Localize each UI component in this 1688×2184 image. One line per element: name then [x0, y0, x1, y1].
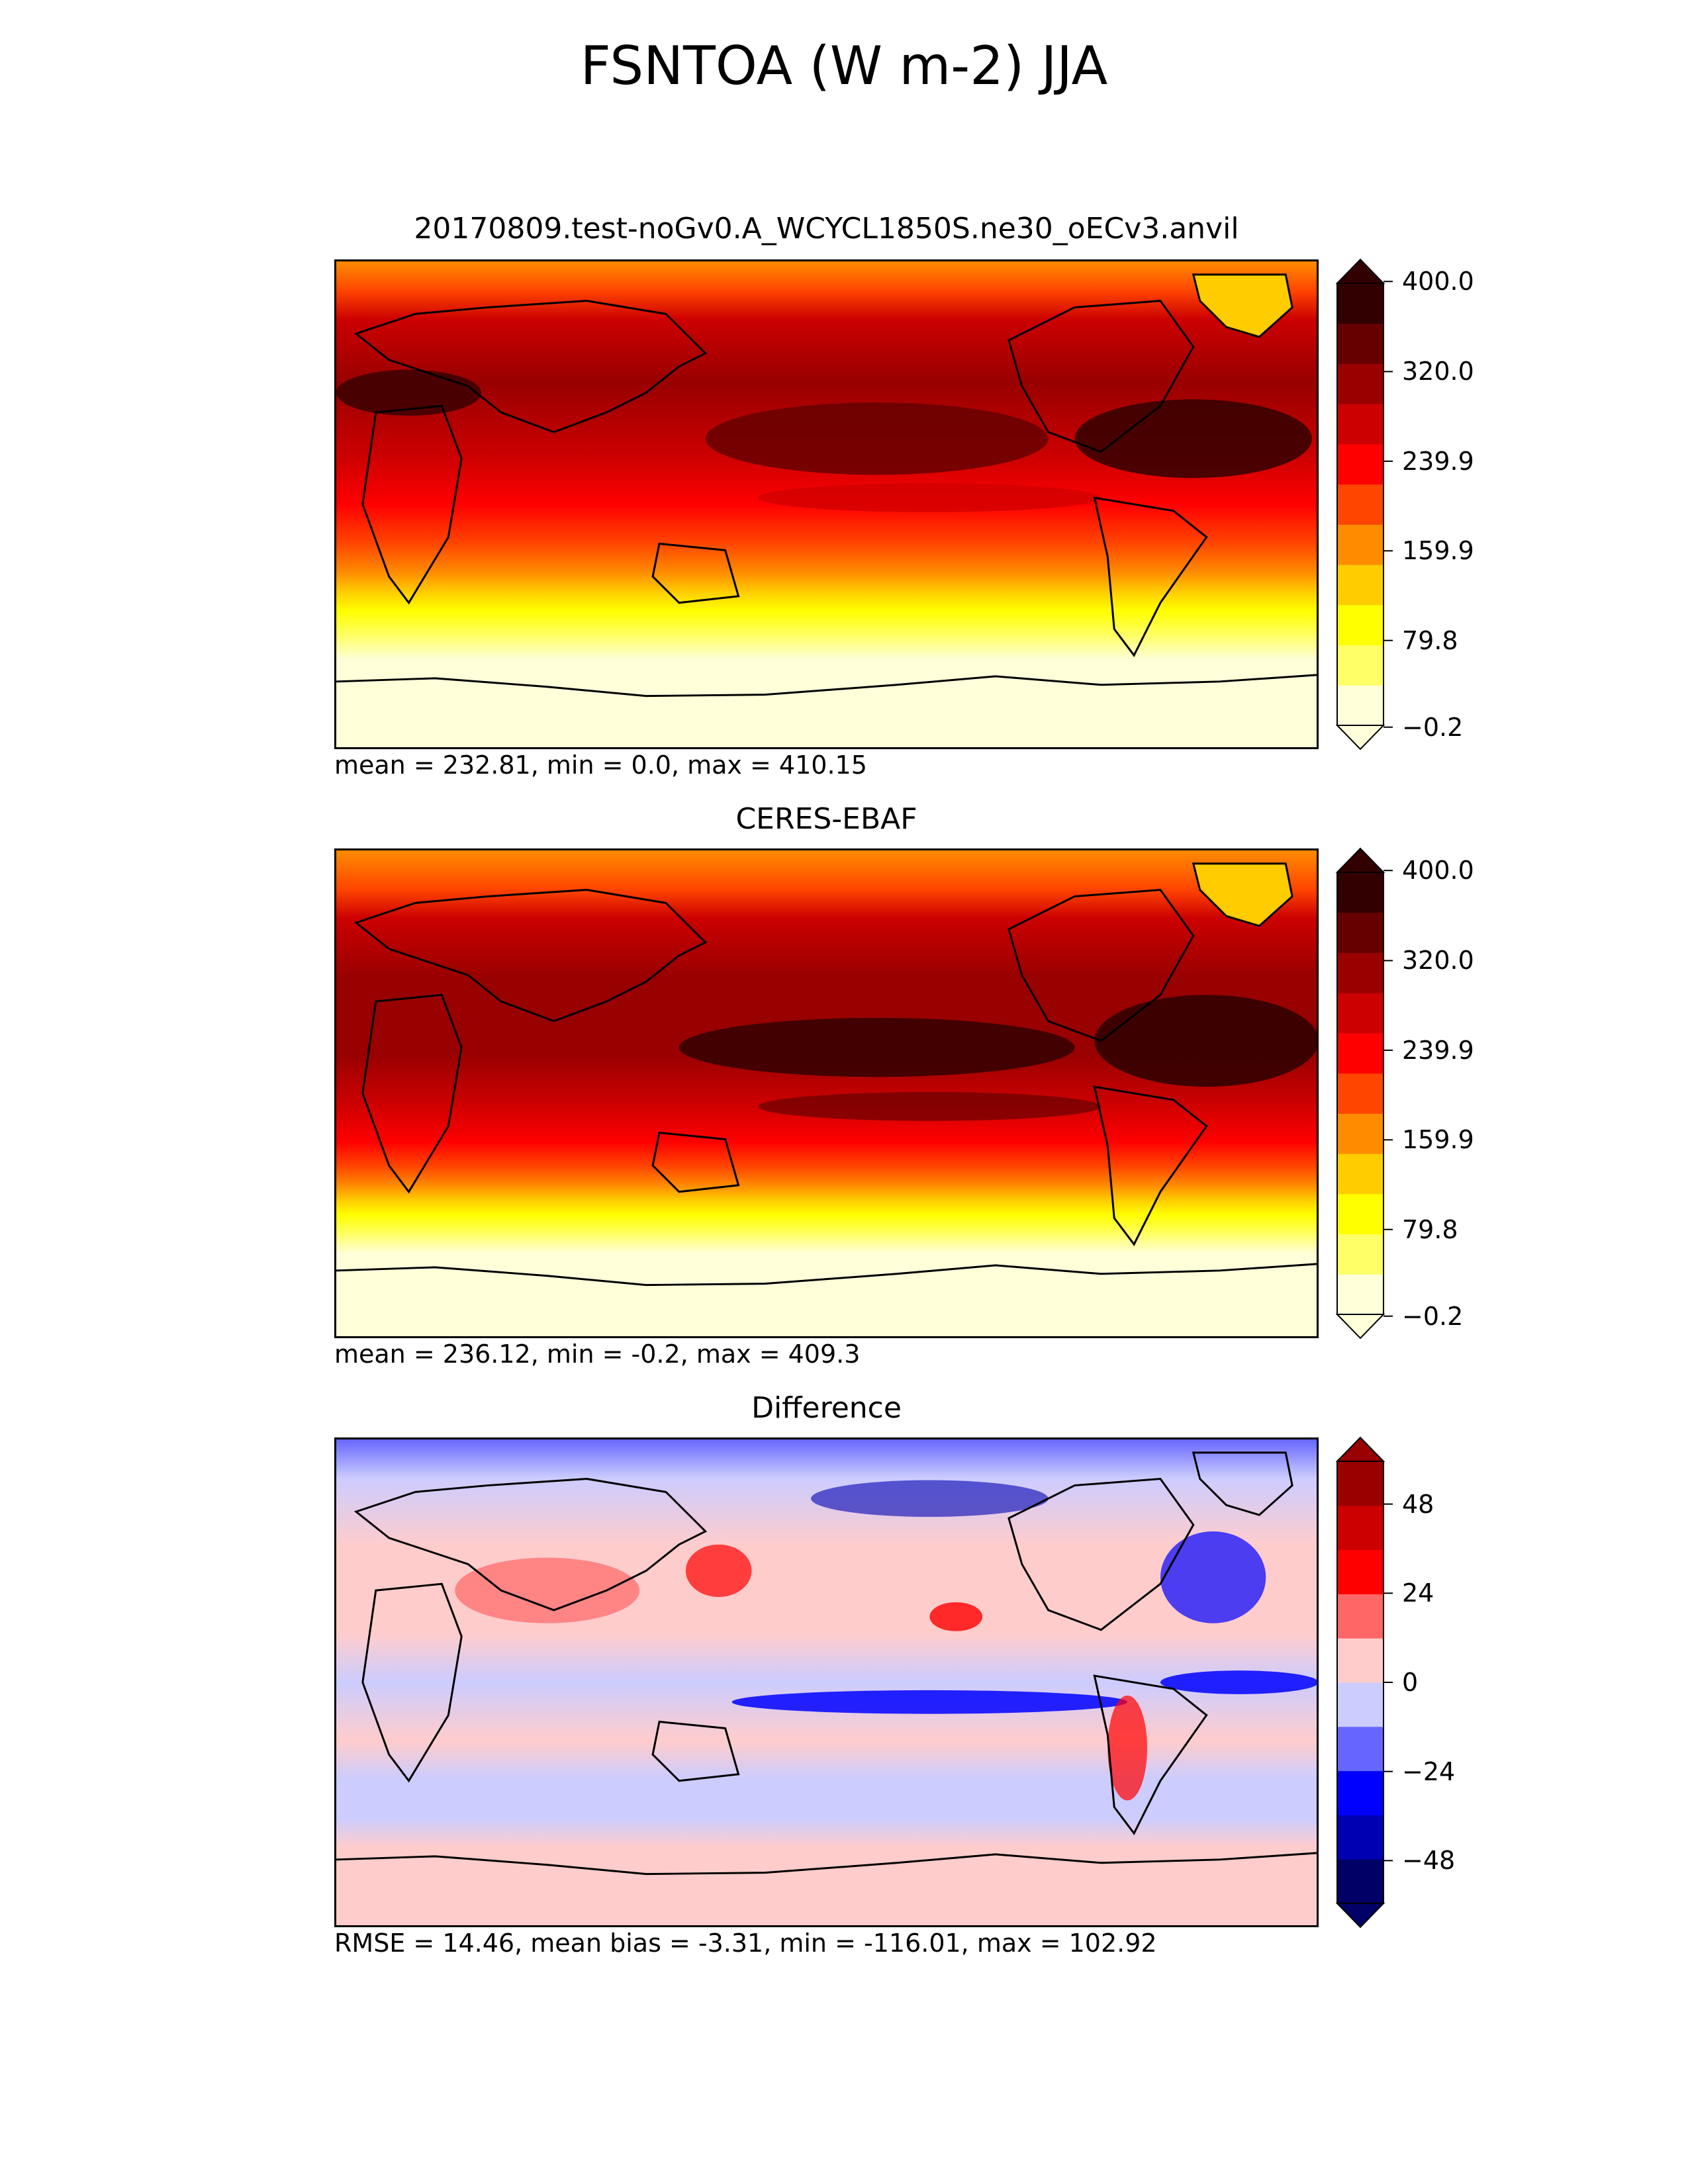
colorbar-swatch — [1337, 484, 1383, 525]
colorbar-swatch — [1337, 872, 1383, 913]
colorbar-swatch — [1337, 645, 1383, 686]
colorbar-swatch — [1337, 404, 1383, 445]
map-difference — [334, 1437, 1319, 1927]
colorbar-swatches-test — [1335, 258, 1393, 751]
colorbar-swatch — [1337, 1505, 1383, 1551]
colorbar-swatch — [1337, 1726, 1383, 1772]
colorbar-extend-max — [1335, 258, 1385, 284]
colorbar-swatch — [1337, 1234, 1383, 1275]
colorbar-swatches-difference — [1335, 1436, 1393, 1929]
colorbar-swatch — [1337, 1154, 1383, 1195]
colorbar-tick-label: 320.0 — [1402, 357, 1474, 387]
colorbar-extend-min — [1335, 1314, 1385, 1340]
colorbar-tick-label: 400.0 — [1402, 856, 1474, 886]
colorbar-frame — [1336, 283, 1384, 726]
colorbar-swatches-reference — [1335, 847, 1393, 1340]
colorbar-swatch — [1337, 1274, 1383, 1315]
panel-title-reference: CERES-EBAF — [735, 802, 917, 836]
colorbar-tick-label: 400.0 — [1402, 267, 1474, 296]
colorbar-swatch — [1337, 1113, 1383, 1154]
colorbar-swatch — [1337, 1859, 1383, 1904]
colorbar-tick-label: −0.2 — [1402, 1301, 1464, 1331]
colorbar-tick-label: −48 — [1402, 1846, 1456, 1876]
colorbar-swatch — [1337, 912, 1383, 953]
colorbar-tick-label: 159.9 — [1402, 1125, 1474, 1155]
colorbar-extend-min — [1335, 1903, 1385, 1929]
colorbar-extend-max — [1335, 1436, 1385, 1462]
colorbar-swatch — [1337, 1549, 1383, 1594]
colorbar-tick-label: 239.9 — [1402, 1035, 1474, 1065]
colorbar-tick-label: 159.9 — [1402, 536, 1474, 566]
colorbar-test — [1335, 258, 1393, 751]
map-reference — [334, 848, 1319, 1338]
colorbar-tick-label: 79.8 — [1402, 1214, 1458, 1244]
colorbar-swatch — [1337, 283, 1383, 324]
colorbar-swatch — [1337, 443, 1383, 485]
colorbar-swatch — [1337, 1815, 1383, 1860]
colorbar-tick-label: 320.0 — [1402, 946, 1474, 976]
colorbar-frame — [1336, 872, 1384, 1315]
colorbar-tick-label: 79.8 — [1402, 625, 1458, 655]
colorbar-swatch — [1337, 565, 1383, 606]
colorbar-tick-label: 239.9 — [1402, 446, 1474, 476]
colorbar-swatch — [1337, 1594, 1383, 1639]
panel-stats-difference: RMSE = 14.46, mean bias = -3.31, min = -… — [334, 1929, 1157, 1958]
colorbar-swatch — [1337, 524, 1383, 565]
map-test — [334, 259, 1319, 749]
colorbar-swatch — [1337, 1638, 1383, 1683]
panel-title-test: 20170809.test-noGv0.A_WCYCL1850S.ne30_oE… — [414, 212, 1239, 246]
colorbar-swatch — [1337, 323, 1383, 364]
panel-title-difference: Difference — [751, 1391, 902, 1425]
colorbar-swatch — [1337, 1073, 1383, 1114]
colorbar-tick-label: 48 — [1402, 1489, 1434, 1519]
colorbar-swatch — [1337, 363, 1383, 404]
colorbar-tick-label: 24 — [1402, 1578, 1434, 1608]
panel-stats-test: mean = 232.81, min = 0.0, max = 410.15 — [334, 751, 867, 780]
colorbar-swatch — [1337, 1193, 1383, 1235]
colorbar-swatch — [1337, 1032, 1383, 1074]
colorbar-tick-label: 0 — [1402, 1668, 1419, 1697]
colorbar-tick-label: −0.2 — [1402, 712, 1464, 742]
colorbar-reference — [1335, 847, 1393, 1340]
colorbar-swatch — [1337, 1682, 1383, 1727]
colorbar-extend-max — [1335, 847, 1385, 873]
colorbar-extend-min — [1335, 725, 1385, 751]
colorbar-difference — [1335, 1436, 1393, 1929]
colorbar-tick-label: −24 — [1402, 1756, 1456, 1786]
figure-title: FSNTOA (W m-2) JJA — [580, 35, 1108, 97]
panel-stats-reference: mean = 236.12, min = -0.2, max = 409.3 — [334, 1340, 861, 1369]
colorbar-swatch — [1337, 993, 1383, 1034]
colorbar-swatch — [1337, 1461, 1383, 1506]
colorbar-swatch — [1337, 952, 1383, 993]
colorbar-swatch — [1337, 604, 1383, 646]
colorbar-swatch — [1337, 1770, 1383, 1815]
colorbar-swatch — [1337, 685, 1383, 726]
